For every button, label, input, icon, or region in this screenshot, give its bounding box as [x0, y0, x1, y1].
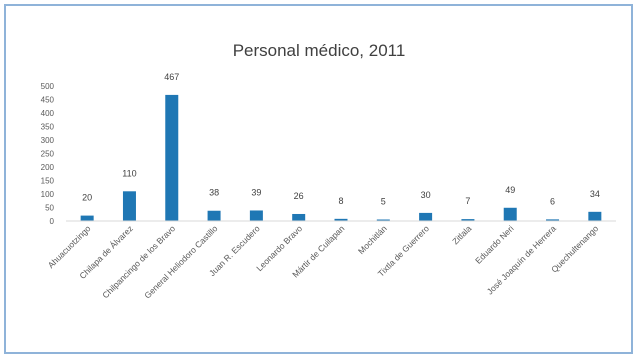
x-tick-label: General Heliodoro Castillo: [142, 223, 219, 300]
data-label: 467: [164, 72, 179, 82]
bar: [334, 218, 348, 221]
x-tick-label: José Joaquín de Herrera: [485, 223, 558, 296]
bar: [80, 215, 94, 221]
y-tick-label: 100: [41, 190, 55, 199]
x-tick-label: Chilpancingo de los Bravo: [100, 223, 177, 300]
y-tick-label: 350: [41, 123, 55, 132]
data-labels: 20 110 467 38 39 26 8 5 30 7 49 6 34: [82, 72, 600, 207]
x-tick-label: Mochitlán: [356, 223, 389, 256]
y-tick-label: 300: [41, 136, 55, 145]
y-tick-label: 200: [41, 163, 55, 172]
bar: [249, 210, 263, 221]
x-tick-label: Zitlala: [450, 223, 473, 246]
y-tick-label: 500: [41, 82, 55, 91]
x-tick-label: Eduardo Neri: [473, 223, 516, 266]
data-label: 39: [251, 187, 261, 197]
data-label: 26: [294, 191, 304, 201]
chart-title: Personal médico, 2011: [233, 41, 406, 60]
bar: [292, 213, 306, 221]
bars: [80, 94, 602, 221]
y-tick-label: 450: [41, 96, 55, 105]
data-label: 49: [505, 185, 515, 195]
data-label: 30: [421, 190, 431, 200]
data-label: 110: [122, 168, 136, 178]
bar: [122, 191, 136, 221]
y-tick-label: 50: [45, 204, 54, 213]
data-label: 5: [381, 197, 386, 207]
bar: [503, 207, 517, 221]
data-label: 6: [550, 196, 555, 206]
data-label: 7: [465, 196, 470, 206]
bar: [207, 210, 221, 221]
y-tick-label: 400: [41, 109, 55, 118]
data-label: 8: [338, 196, 343, 206]
y-tick-label: 150: [41, 177, 55, 186]
data-label: 34: [590, 189, 600, 199]
chart-frame: Personal médico, 2011 0 50 100 150 200 250 300…: [4, 4, 633, 354]
bar: [376, 219, 390, 221]
bar: [419, 212, 433, 221]
data-label: 20: [82, 193, 92, 203]
x-tick-label: Ahuacuotzingo: [46, 223, 93, 270]
y-tick-label: 250: [41, 150, 55, 159]
bar: [546, 219, 560, 221]
y-tick-label: 0: [50, 217, 55, 226]
y-axis: 0 50 100 150 200 250 300 350 400 450 500: [41, 82, 55, 226]
data-label: 38: [209, 188, 219, 198]
bar: [461, 219, 475, 221]
bar: [165, 94, 179, 221]
bar: [588, 211, 602, 221]
bar-chart: Personal médico, 2011 050100150200250300…: [41, 41, 616, 301]
